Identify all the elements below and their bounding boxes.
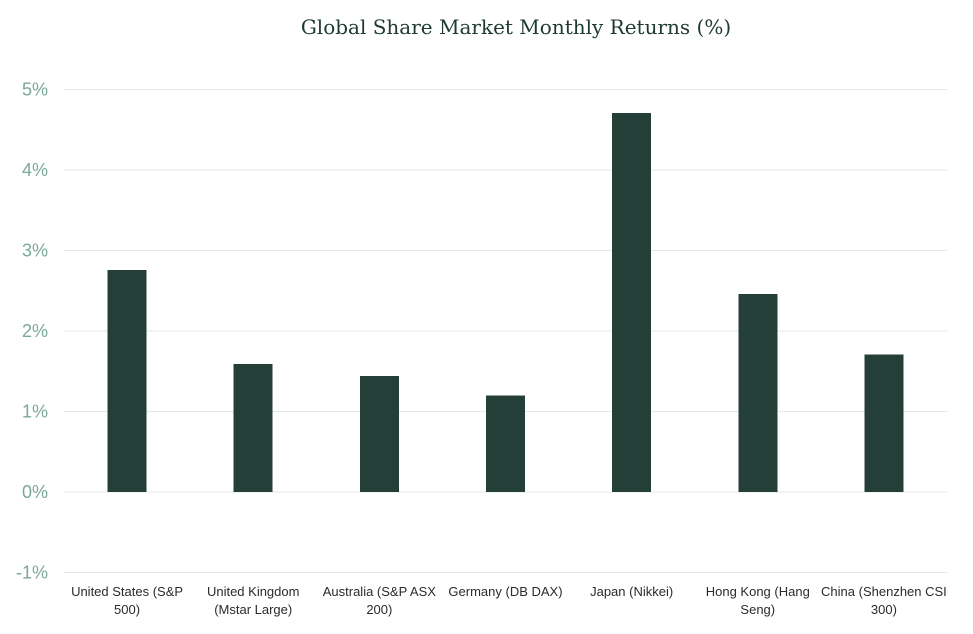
bar — [738, 293, 778, 492]
x-tick-label-line: China (Shenzhen CSI — [821, 584, 947, 599]
y-tick-label: 2% — [22, 321, 48, 341]
bar — [612, 112, 652, 492]
y-tick-label: -1% — [16, 563, 48, 583]
bar — [233, 364, 273, 492]
y-tick-label: 5% — [22, 80, 48, 100]
x-tick-label-line: Seng) — [740, 602, 775, 617]
bar — [107, 269, 147, 492]
bar — [486, 395, 525, 492]
x-tick-label-line: Germany (DB DAX) — [448, 584, 562, 599]
x-tick-label: Germany (DB DAX) — [448, 584, 562, 599]
y-axis-ticks: -1% 0% 1% 2% 3% 4% 5% — [16, 80, 48, 583]
x-tick-label-line: United Kingdom — [207, 584, 300, 599]
x-tick-label-line: (Mstar Large) — [214, 602, 292, 617]
x-tick-label-line: Australia (S&P ASX — [323, 584, 437, 599]
x-tick-label: Japan (Nikkei) — [590, 584, 673, 599]
x-axis-ticks: United States (S&P 500) United Kingdom (Mst… — [71, 584, 947, 617]
grid-lines — [64, 89, 947, 573]
y-tick-label: 4% — [22, 160, 48, 180]
x-tick-label: Australia (S&P ASX 200) — [323, 584, 437, 617]
x-tick-label: China (Shenzhen CSI 300) — [821, 584, 947, 617]
bar — [359, 376, 399, 492]
y-tick-label: 3% — [22, 241, 48, 261]
y-tick-label: 0% — [22, 482, 48, 502]
bars — [107, 112, 904, 492]
x-tick-label: United Kingdom (Mstar Large) — [207, 584, 300, 617]
x-tick-label-line: 500) — [114, 602, 140, 617]
x-tick-label-line: 300) — [871, 602, 897, 617]
x-tick-label: Hong Kong (Hang Seng) — [706, 584, 810, 617]
chart-title: Global Share Market Monthly Returns (%) — [301, 15, 731, 39]
y-tick-label: 1% — [22, 402, 48, 422]
x-tick-label-line: 200) — [366, 602, 392, 617]
x-tick-label: United States (S&P 500) — [71, 584, 183, 617]
x-tick-label-line: Japan (Nikkei) — [590, 584, 673, 599]
x-tick-label-line: Hong Kong (Hang — [706, 584, 810, 599]
x-tick-label-line: United States (S&P — [71, 584, 183, 599]
bar — [864, 354, 904, 492]
